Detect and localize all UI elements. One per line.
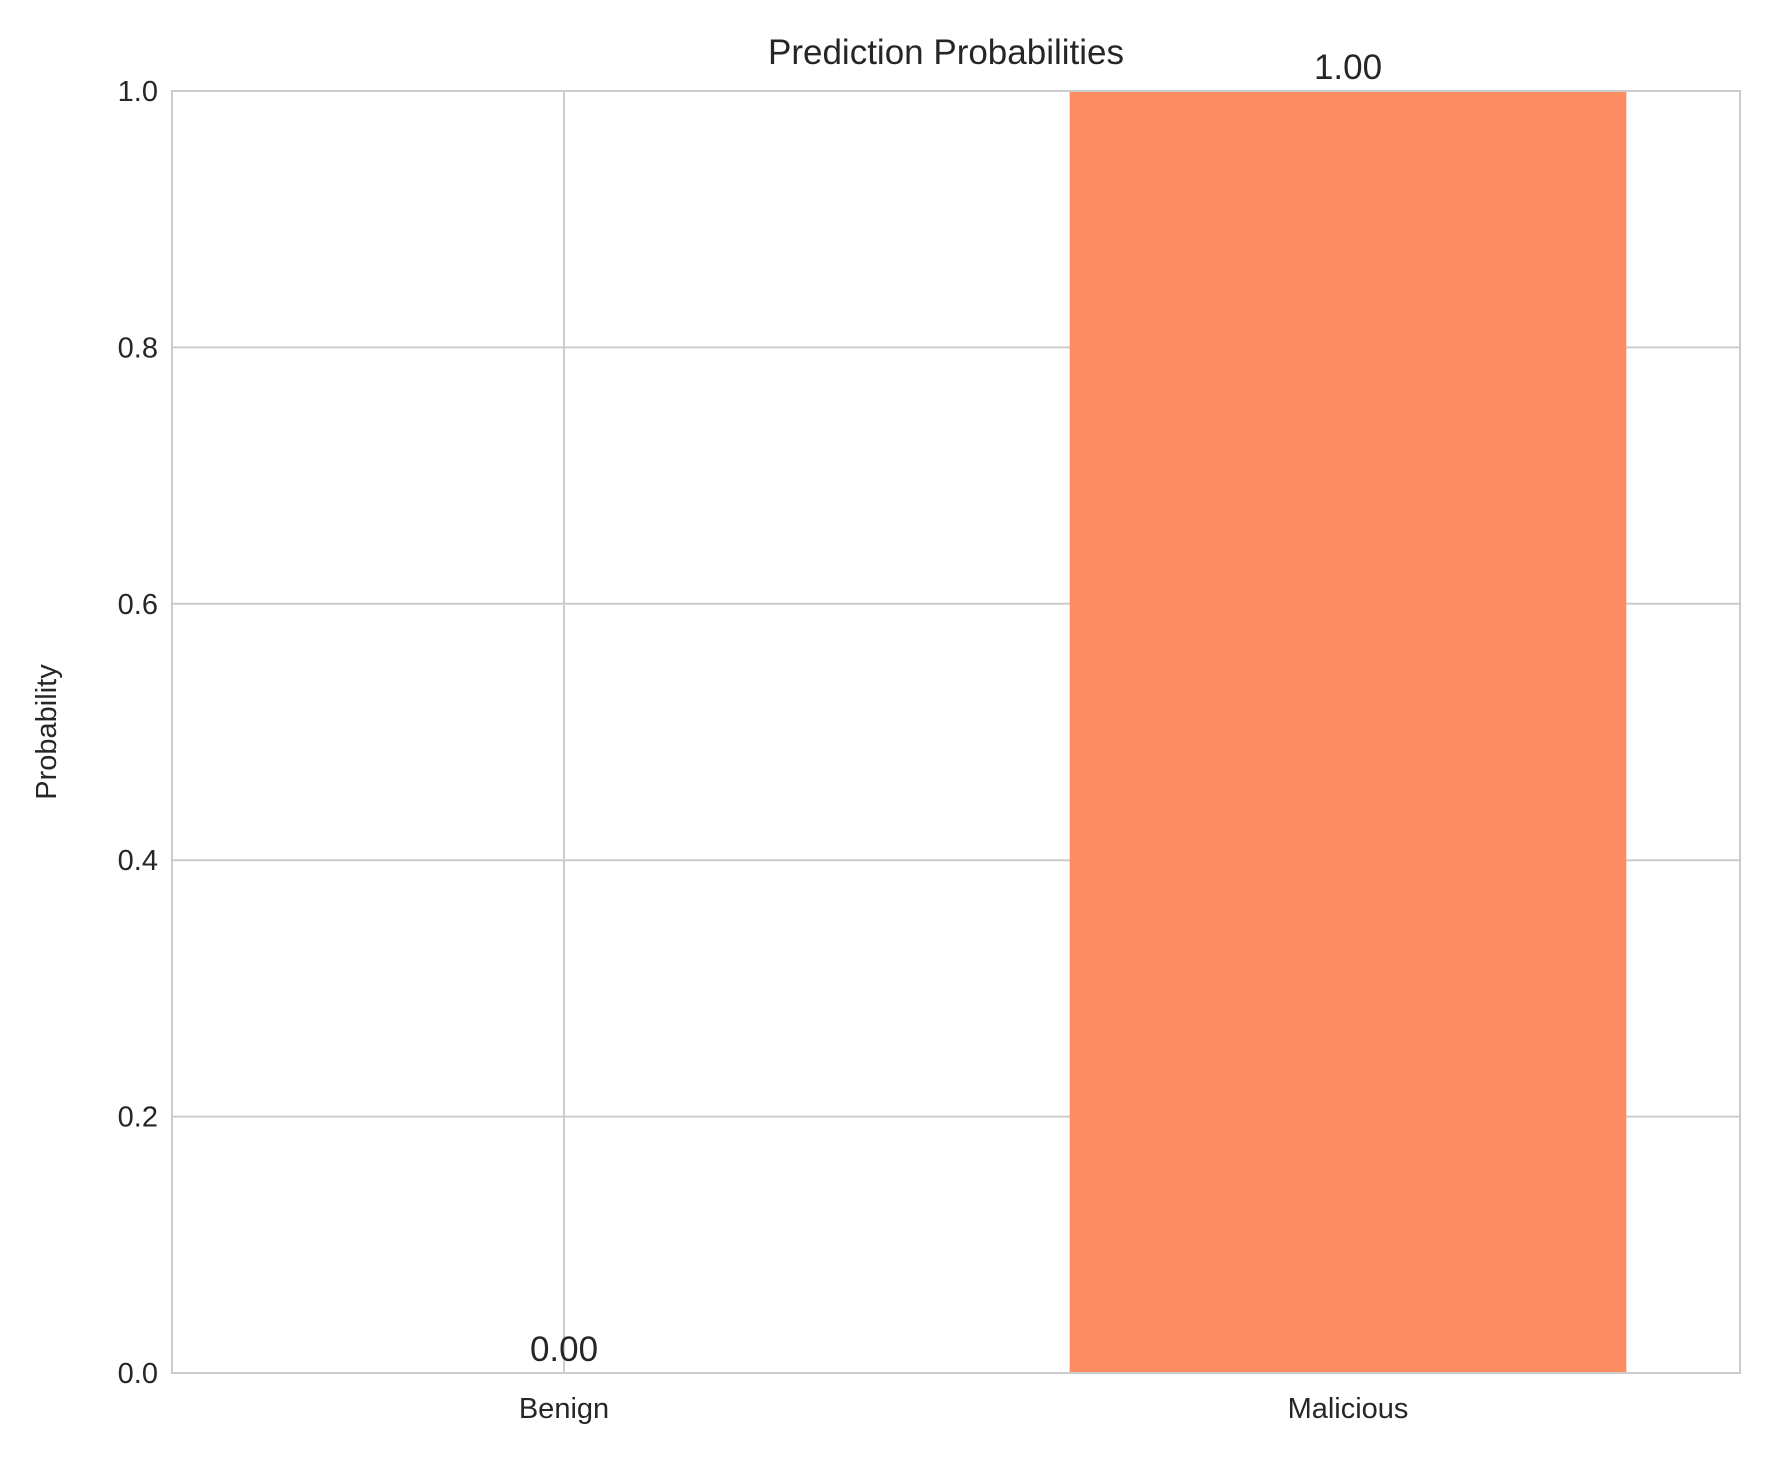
data-label-benign: 0.00 xyxy=(530,1330,598,1369)
y-tick-label: 0.6 xyxy=(118,589,158,621)
y-tick-label: 0.2 xyxy=(118,1102,158,1134)
chart-title: Prediction Probabilities xyxy=(768,33,1124,72)
data-labels: 0.00 1.00 xyxy=(530,48,1382,1369)
y-tick-label: 1.0 xyxy=(118,76,158,108)
bar-malicious xyxy=(1069,91,1627,1373)
y-axis-label: Probability xyxy=(31,664,63,800)
y-tick-labels: 0.0 0.2 0.4 0.6 0.8 1.0 xyxy=(118,76,158,1390)
bars xyxy=(1069,91,1627,1373)
y-tick-label: 0.4 xyxy=(118,845,158,877)
x-tick-label: Benign xyxy=(519,1393,609,1425)
x-tick-label: Malicious xyxy=(1288,1393,1409,1425)
plot-frame xyxy=(171,90,1741,1374)
y-tick-label: 0.0 xyxy=(118,1358,158,1390)
data-label-malicious: 1.00 xyxy=(1314,48,1382,87)
x-tick-labels: Benign Malicious xyxy=(519,1393,1409,1425)
y-tick-label: 0.8 xyxy=(118,332,158,364)
